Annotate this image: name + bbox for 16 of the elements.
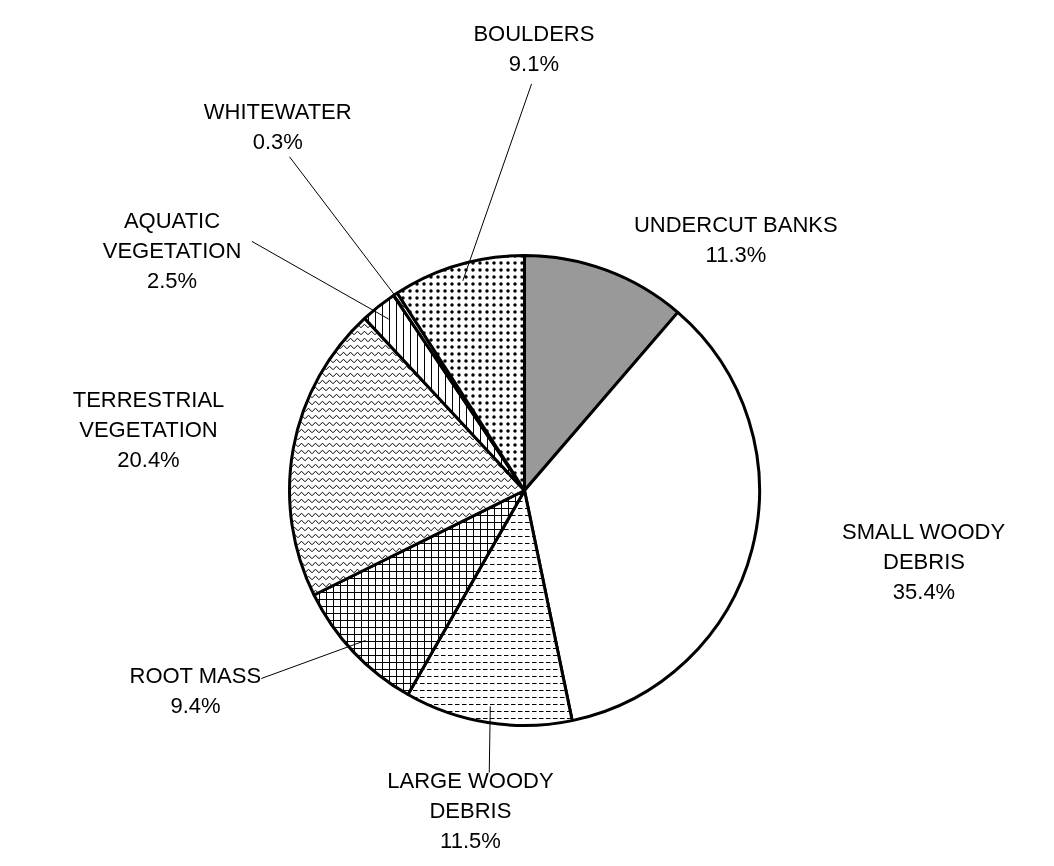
- data-label: 20.4%: [117, 446, 180, 472]
- slice-label: BOULDERS: [473, 21, 595, 47]
- slice-label: LARGE WOODY DEBRIS: [387, 767, 554, 823]
- data-label: 2.5%: [146, 268, 198, 294]
- data-label: 11.5%: [440, 827, 501, 853]
- slice-label: SMALL WOODY DEBRIS: [842, 518, 1006, 574]
- data-label: 0.3%: [252, 128, 303, 154]
- slice-label: WHITEWATER: [203, 98, 352, 124]
- data-label: 11.3%: [705, 241, 767, 267]
- data-label: 9.1%: [508, 51, 559, 77]
- data-label: 9.4%: [170, 692, 221, 718]
- slice-label: AQUATIC VEGETATION: [102, 208, 242, 264]
- slice-label: UNDERCUT BANKS: [633, 211, 838, 237]
- data-label: 35.4%: [892, 578, 956, 604]
- slice-label: ROOT MASS: [129, 662, 262, 688]
- slice-label: TERRESTRIAL VEGETATION: [72, 386, 225, 442]
